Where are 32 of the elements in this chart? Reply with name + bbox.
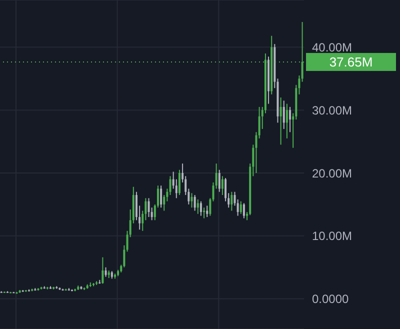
y-tick-label: 20.00M: [312, 166, 352, 180]
candlestick: [160, 185, 162, 208]
y-tick-label: 10.00M: [312, 229, 352, 244]
candlestick: [280, 97, 282, 146]
candlestick: [178, 169, 180, 196]
candlestick: [200, 200, 202, 216]
candlestick: [215, 163, 218, 190]
candlestick: [240, 200, 242, 214]
candlestick: [234, 191, 236, 206]
candlestick: [194, 194, 196, 212]
ref-line-label: 37.65M: [329, 54, 373, 70]
y-tick-label: 30.00M: [312, 103, 352, 118]
candlestick: [255, 132, 258, 174]
candlestick: [206, 205, 208, 218]
candlestick: [102, 256, 104, 284]
y-tick-label: 0.0000: [312, 292, 350, 306]
candlestick: [286, 103, 288, 139]
candlestick: [218, 169, 220, 192]
candlestick: [203, 207, 206, 219]
candlestick: [104, 266, 107, 278]
candlestick: [196, 198, 199, 214]
candlestick: [282, 100, 285, 130]
candlestick: [289, 106, 292, 133]
candlestick: [242, 202, 245, 219]
candlestick: [236, 198, 239, 216]
candlestick: [258, 106, 260, 139]
candlestick: [148, 198, 150, 218]
y-tick-label: 40.00M: [312, 40, 352, 54]
candlestick: [169, 176, 172, 196]
candlestick: [221, 176, 224, 196]
candlestick: [230, 191, 233, 212]
candlestick: [190, 192, 193, 208]
